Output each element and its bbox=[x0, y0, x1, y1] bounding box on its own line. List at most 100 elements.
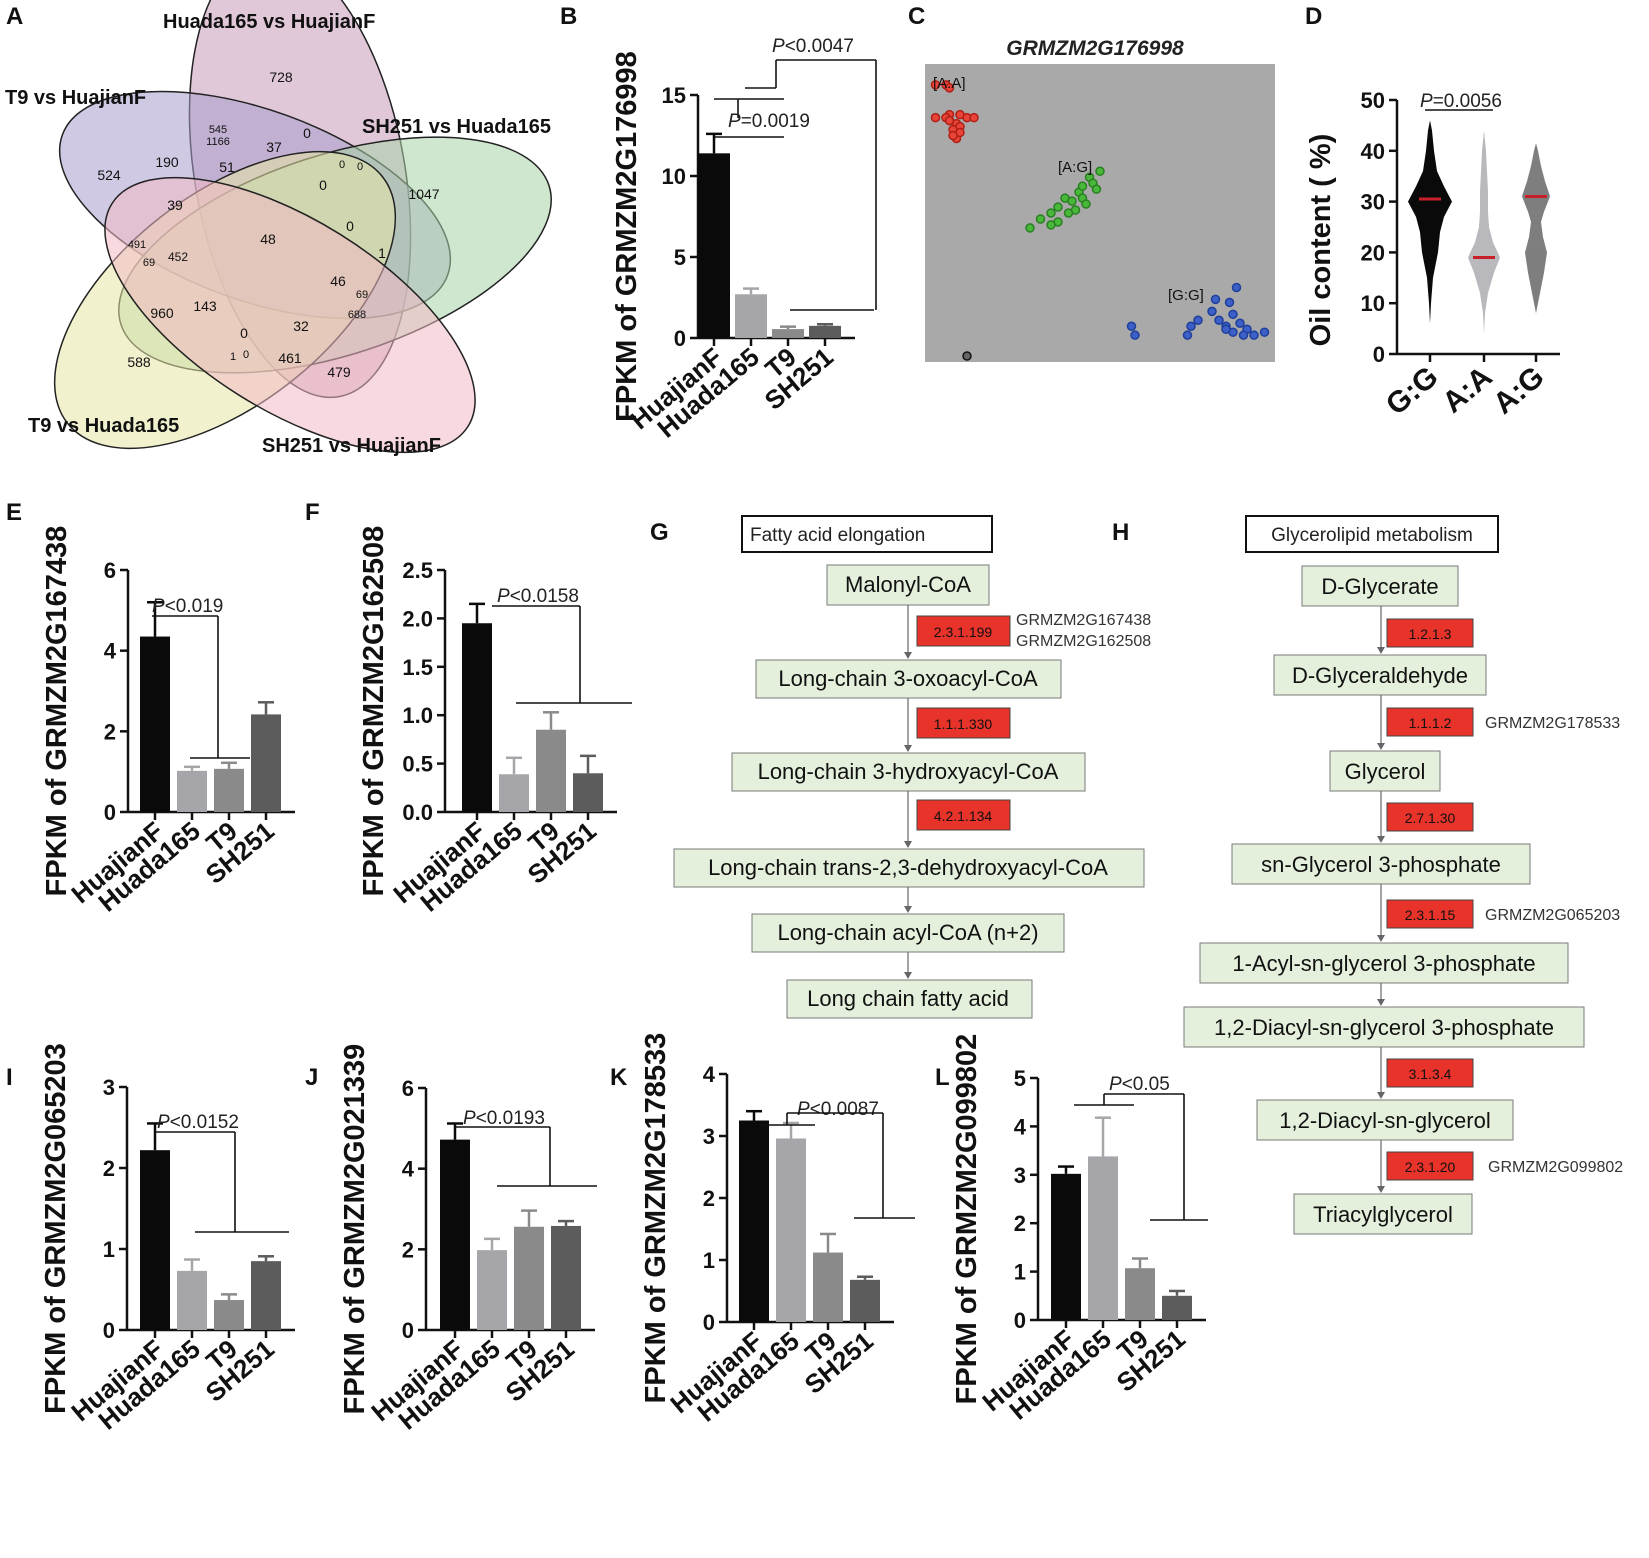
scatter-point bbox=[1025, 223, 1035, 233]
panel-letter-I: I bbox=[6, 1064, 13, 1091]
compound-box bbox=[1293, 1193, 1473, 1235]
arrow-head bbox=[904, 745, 912, 752]
scatter-point bbox=[930, 112, 941, 123]
scatter-point bbox=[948, 130, 958, 141]
scatter-point bbox=[1046, 220, 1056, 230]
compound-label: 1-Acyl-sn-glycerol 3-phosphate bbox=[1232, 951, 1535, 976]
bar bbox=[177, 770, 207, 812]
scatter-title: GRMZM2G176998 bbox=[1006, 37, 1184, 60]
venn-count: 39 bbox=[167, 197, 183, 213]
p-value-label: P<0.0158 bbox=[497, 586, 579, 607]
y-tick-label: 2.0 bbox=[402, 606, 433, 631]
panel-letter-L: L bbox=[935, 1064, 950, 1091]
bar bbox=[477, 1250, 507, 1330]
bar bbox=[813, 1252, 843, 1322]
y-tick-label: 4 bbox=[402, 1157, 415, 1182]
y-tick-label: 3 bbox=[703, 1124, 715, 1149]
bar bbox=[1088, 1156, 1118, 1320]
venn-count: 143 bbox=[193, 298, 217, 314]
venn-label-set-1: Huada165 vs HuajianF bbox=[163, 11, 375, 33]
y-tick-label: 0 bbox=[674, 326, 686, 351]
enzyme-box bbox=[1386, 618, 1474, 648]
pathway-glycerolipid-metabolism: Glycerolipid metabolism D-Glycerate D-Gl… bbox=[1183, 515, 1623, 1235]
y-axis-title: Oil content ( %) bbox=[1305, 134, 1337, 347]
compound-label: Long-chain acyl-CoA (n+2) bbox=[777, 920, 1038, 945]
scatter-point bbox=[1130, 330, 1140, 340]
scatter-point bbox=[944, 83, 955, 93]
compound-box bbox=[1256, 1099, 1514, 1141]
scatter-point bbox=[962, 351, 972, 361]
bar bbox=[772, 329, 804, 338]
compound-box bbox=[1329, 750, 1441, 792]
p-value-label: P<0.0152 bbox=[157, 1112, 239, 1133]
y-tick-label: 6 bbox=[104, 558, 116, 583]
compound-box bbox=[786, 979, 1033, 1019]
scatter-point bbox=[1053, 202, 1063, 212]
y-tick-label: 1 bbox=[103, 1237, 115, 1262]
gene-label: GRMZM2G065203 bbox=[1485, 907, 1620, 924]
enzyme-label: 1.1.1.330 bbox=[934, 716, 993, 732]
y-axis-title: FPKM of GRMZM2G065203 bbox=[40, 1043, 72, 1414]
pathway-title-box bbox=[1245, 515, 1499, 553]
venn-count: 491 bbox=[128, 239, 146, 251]
panel-letter-B: B bbox=[560, 3, 577, 30]
compound-label: 1,2-Diacyl-sn-glycerol bbox=[1279, 1108, 1491, 1133]
pathway-title-box bbox=[741, 515, 993, 553]
bar bbox=[1125, 1268, 1155, 1320]
enzyme-box bbox=[916, 799, 1011, 831]
scatter-point bbox=[1235, 318, 1245, 329]
arrow-head bbox=[1377, 935, 1385, 942]
venn-count: 452 bbox=[168, 250, 188, 264]
panel-letter-K: K bbox=[610, 1064, 628, 1091]
bar bbox=[514, 1226, 544, 1330]
compound-label: D-Glycerate bbox=[1321, 574, 1438, 599]
enzyme-label: 2.3.1.199 bbox=[934, 624, 993, 640]
enzyme-box bbox=[1386, 802, 1474, 832]
scatter-point bbox=[1221, 324, 1231, 334]
enzyme-label: 2.7.1.30 bbox=[1405, 810, 1456, 826]
arrow-head bbox=[1377, 1186, 1385, 1193]
bar bbox=[251, 714, 281, 812]
venn-count: 1 bbox=[230, 351, 236, 363]
bar bbox=[214, 1300, 244, 1330]
y-axis-title: FPKM of GRMZM2G162508 bbox=[358, 526, 390, 897]
venn-count: 728 bbox=[269, 69, 293, 85]
venn-count: 0 bbox=[303, 125, 311, 141]
venn-diagram: Huada165 vs HuajianF T9 vs HuajianF SH25… bbox=[5, 0, 552, 457]
venn-label-set-4: T9 vs Huada165 bbox=[28, 415, 179, 437]
y-tick-label: 2 bbox=[104, 719, 116, 744]
panel-letter-G: G bbox=[650, 519, 669, 546]
y-tick-label: 2 bbox=[402, 1237, 414, 1262]
cluster-label: [A:A] bbox=[933, 75, 966, 92]
scatter-point bbox=[1231, 282, 1242, 293]
y-tick-label: 50 bbox=[1361, 88, 1385, 113]
compound-box bbox=[1273, 654, 1487, 696]
venn-count: 69 bbox=[356, 289, 368, 301]
enzyme-label: 1.2.1.3 bbox=[1409, 626, 1452, 642]
arrow-head bbox=[1377, 999, 1385, 1006]
compound-box bbox=[751, 913, 1065, 953]
compound-label: D-Glyceraldehyde bbox=[1292, 663, 1468, 688]
panel-letter-H: H bbox=[1112, 519, 1129, 546]
scatter-point bbox=[1067, 196, 1077, 206]
enzyme-label: 2.3.1.20 bbox=[1405, 1159, 1456, 1175]
y-tick-label: 10 bbox=[1361, 291, 1385, 316]
y-axis-title: FPKM of GRMZM2G176998 bbox=[611, 51, 643, 422]
panel-letter-F: F bbox=[305, 499, 320, 526]
venn-count: 0 bbox=[240, 325, 248, 341]
y-tick-label: 5 bbox=[1014, 1066, 1026, 1091]
venn-count: 688 bbox=[348, 309, 366, 321]
bar bbox=[499, 774, 529, 812]
y-tick-label: 40 bbox=[1361, 139, 1385, 164]
scatter-point bbox=[1214, 315, 1224, 326]
scatter-point bbox=[1091, 184, 1102, 194]
gene-label: GRMZM2G162508 bbox=[1016, 633, 1151, 650]
pathway-title: Fatty acid elongation bbox=[750, 525, 925, 546]
venn-count: 1166 bbox=[206, 136, 230, 148]
compound-label: sn-Glycerol 3-phosphate bbox=[1261, 852, 1501, 877]
y-tick-label: 4 bbox=[703, 1062, 716, 1087]
scatter-point bbox=[1081, 199, 1091, 209]
